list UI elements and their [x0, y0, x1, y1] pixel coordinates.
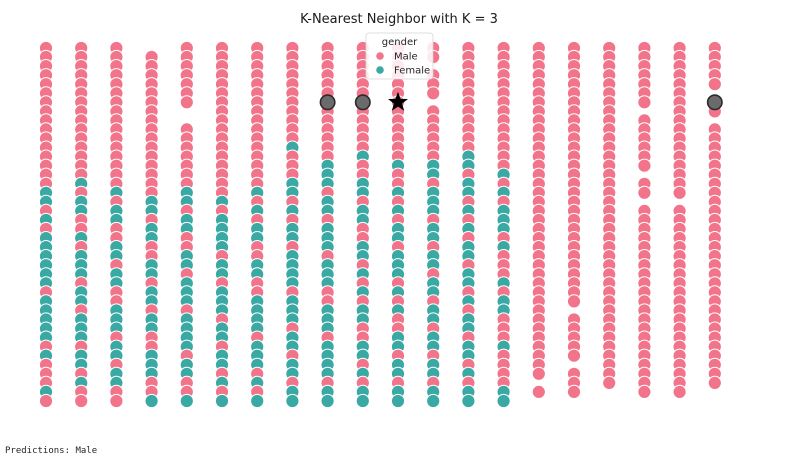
data-point-male [672, 384, 687, 399]
data-point-female [250, 393, 265, 409]
data-point-male [179, 95, 194, 110]
data-point-female [285, 393, 300, 409]
data-point-female [426, 393, 441, 409]
data-point-male [602, 375, 617, 390]
data-point-male [672, 185, 687, 200]
legend-title: gender [382, 37, 418, 48]
data-point-male [637, 95, 652, 110]
legend-male-label: Male [394, 52, 418, 63]
data-point-male [109, 393, 124, 409]
data-point-female [355, 393, 370, 409]
data-point-male [566, 348, 582, 363]
data-point-female [179, 393, 194, 409]
legend-male-marker [376, 52, 384, 60]
data-point-female [214, 393, 230, 409]
query-point-layer [388, 91, 408, 111]
nearest-neighbor-markers [319, 94, 723, 111]
data-point-male [74, 393, 89, 409]
data-point-female [144, 393, 159, 409]
nearest-neighbor-marker [354, 94, 371, 111]
query-point-star [388, 91, 408, 111]
data-point-female [320, 393, 335, 409]
scatter-points [38, 40, 722, 409]
data-point-male [38, 393, 54, 409]
nearest-neighbor-marker [706, 94, 723, 111]
legend: gender Male Female [365, 32, 434, 80]
data-point-male [566, 294, 582, 309]
data-point-female [496, 393, 511, 409]
data-point-female [390, 393, 406, 409]
data-point-male [531, 366, 546, 381]
legend-female-label: Female [394, 66, 430, 77]
data-point-male [426, 86, 441, 101]
data-point-male [637, 158, 652, 173]
data-point-male [707, 375, 722, 390]
prediction-output: Predictions: Male [5, 446, 98, 456]
chart-title: K-Nearest Neighbor with K = 3 [300, 12, 498, 27]
legend-female-marker [376, 66, 384, 74]
data-point-male [637, 384, 652, 399]
data-point-male [637, 185, 652, 200]
data-point-male [531, 384, 546, 399]
nearest-neighbor-marker [319, 94, 336, 111]
data-point-female [461, 393, 476, 409]
data-point-male [707, 77, 722, 92]
data-point-male [566, 384, 582, 399]
